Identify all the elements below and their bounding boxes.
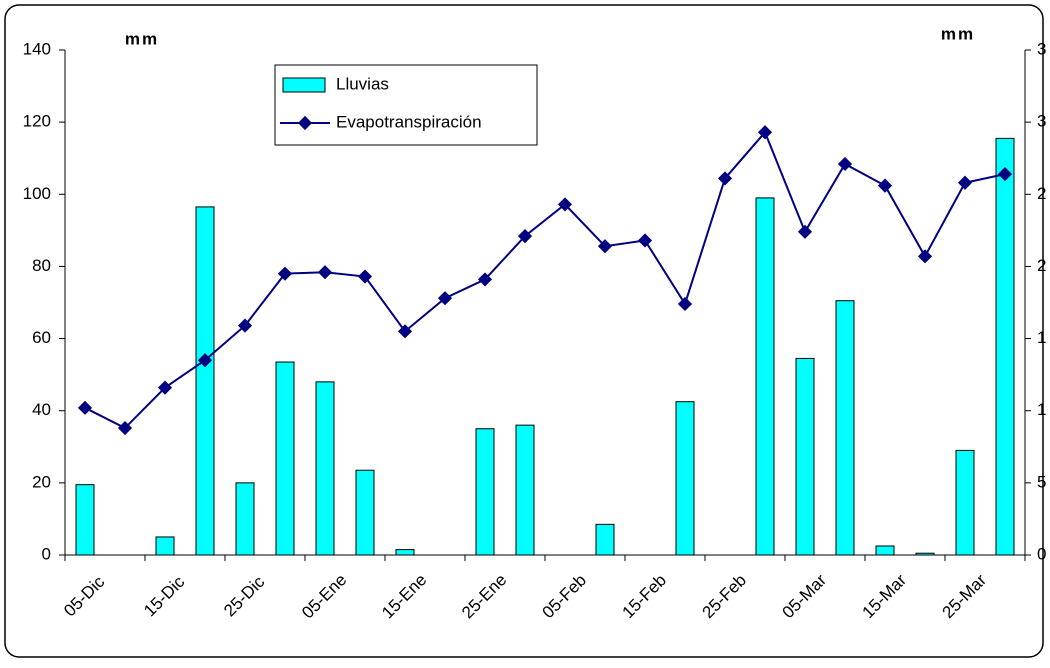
marker (437, 291, 453, 306)
y2-tick-label: 1 (1037, 400, 1046, 419)
marker (117, 420, 133, 436)
y-tick-label: 0 (42, 544, 51, 563)
marker (397, 324, 413, 339)
bar (275, 361, 295, 556)
marker (677, 296, 693, 312)
marker (637, 233, 653, 248)
marker (757, 125, 773, 140)
y-tick-label: 40 (32, 400, 51, 419)
y2-tick-label: 2 (1037, 184, 1046, 203)
marker (877, 178, 893, 193)
marker (517, 229, 533, 244)
y-tick-label: 120 (23, 112, 51, 131)
bar (875, 545, 895, 556)
legend-marker (297, 115, 313, 131)
marker (317, 265, 333, 280)
marker (237, 318, 253, 333)
marker (717, 171, 733, 186)
y2-tick-label: 3 (1037, 39, 1046, 58)
bar (195, 206, 215, 556)
bar (755, 197, 775, 556)
legend-swatch (282, 77, 326, 93)
y2-tick-label: 1 (1037, 328, 1046, 347)
bar (315, 381, 335, 556)
y2-tick-label: 2 (1037, 256, 1046, 275)
marker (797, 224, 813, 239)
y-tick-label: 60 (32, 328, 51, 347)
bar (795, 357, 815, 556)
y-tick-label: 140 (23, 39, 51, 58)
marker (477, 272, 493, 287)
bar (835, 300, 855, 556)
y2-tick-label: 0 (1037, 544, 1046, 563)
bar (995, 137, 1015, 556)
marker (357, 269, 373, 284)
y2-tick-label: 5 (1037, 472, 1046, 491)
y2-tick-label: 3 (1037, 112, 1046, 131)
marker (77, 400, 93, 415)
legend-label: Evapotranspiración (336, 112, 482, 131)
marker (957, 175, 973, 190)
legend-label: Lluvias (336, 74, 389, 93)
bar (355, 469, 375, 556)
y-tick-label: 20 (32, 472, 51, 491)
bar (75, 484, 95, 556)
y2-axis-label: mm (941, 24, 975, 43)
line (84, 130, 1006, 430)
bar (515, 424, 535, 556)
y-axis-label: mm (125, 29, 159, 48)
marker (597, 239, 613, 254)
bar (155, 536, 175, 556)
bar (675, 401, 695, 556)
y-tick-label: 80 (32, 256, 51, 275)
marker (557, 197, 573, 212)
y-tick-label: 100 (23, 184, 51, 203)
marker (837, 156, 853, 172)
bar (395, 549, 415, 556)
bar (475, 428, 495, 556)
marker (917, 249, 933, 264)
bar (235, 482, 255, 556)
marker (277, 266, 293, 281)
marker (997, 167, 1013, 182)
bar (915, 552, 935, 556)
legend-box (274, 64, 538, 146)
marker (197, 353, 213, 368)
bar (955, 449, 975, 556)
chart-frame (4, 4, 1044, 658)
bar (595, 523, 615, 556)
marker (157, 380, 173, 395)
